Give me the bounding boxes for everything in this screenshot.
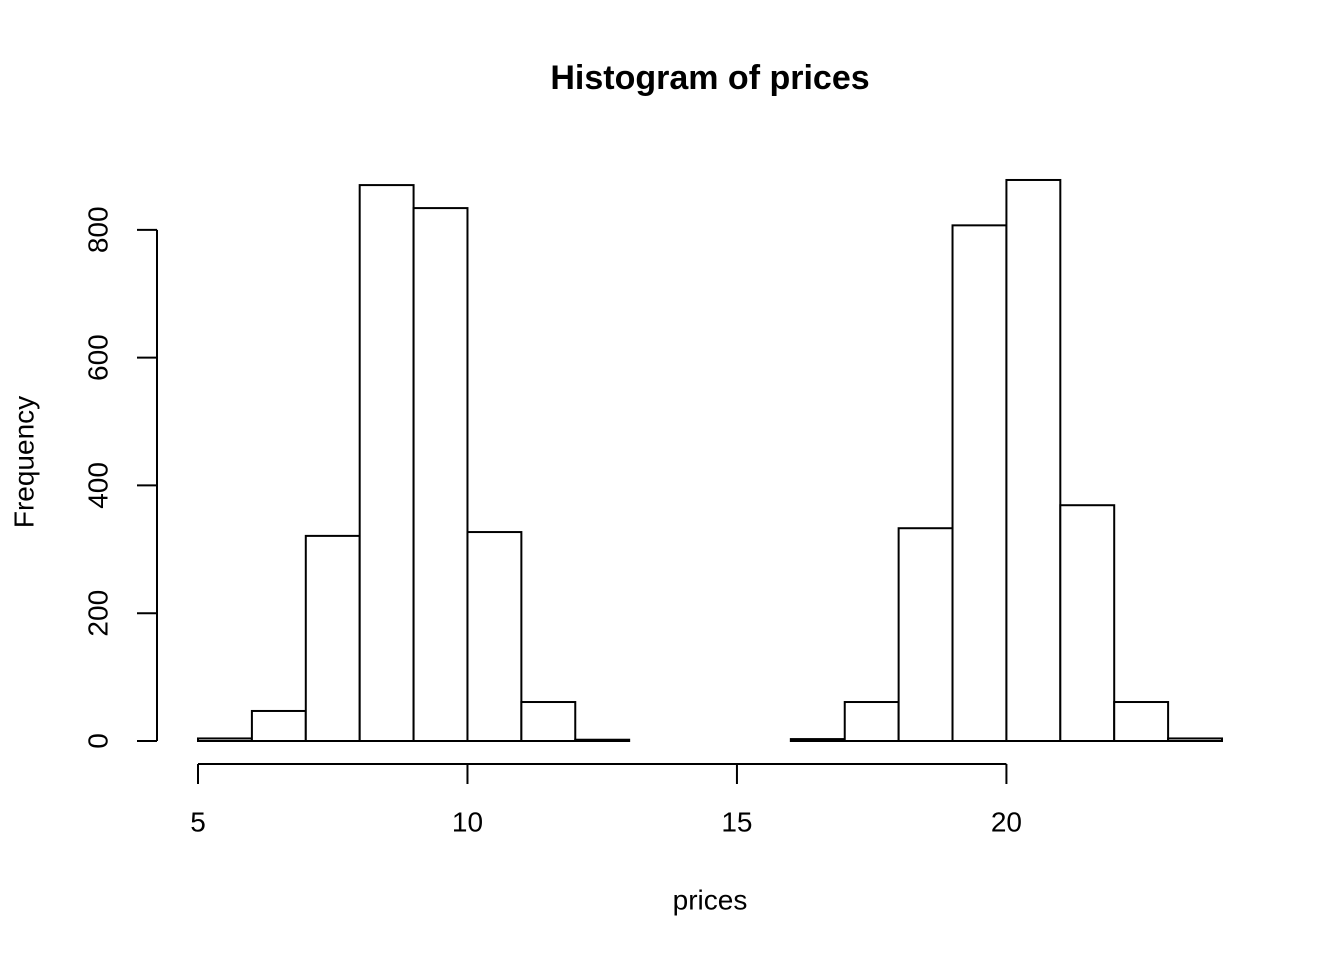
y-tick-label: 0: [82, 733, 113, 749]
bar: [1167, 737, 1223, 743]
bar: [574, 738, 631, 743]
bar: [250, 709, 307, 743]
bar: [358, 184, 415, 742]
y-tick-label: 400: [82, 462, 113, 509]
x-tick-label: 20: [991, 806, 1022, 837]
bar: [304, 534, 361, 743]
bar: [520, 701, 577, 743]
bar: [1059, 504, 1116, 742]
bar: [1005, 178, 1062, 742]
x-tick-label: 10: [452, 806, 483, 837]
y-tick-label: 800: [82, 206, 113, 253]
x-tick-label: 5: [190, 806, 206, 837]
bar: [789, 738, 846, 743]
bar: [1113, 701, 1170, 743]
bar: [897, 527, 954, 743]
x-tick-label: 15: [721, 806, 752, 837]
y-tick-label: 600: [82, 334, 113, 381]
bar: [197, 737, 253, 743]
bar: [412, 207, 469, 742]
y-tick-label: 200: [82, 590, 113, 637]
bar: [466, 531, 523, 743]
x-axis-label: prices: [673, 884, 748, 915]
bar: [843, 701, 900, 743]
chart-title: Histogram of prices: [550, 59, 869, 97]
y-axis-label: Frequency: [8, 396, 39, 528]
bar: [951, 224, 1008, 742]
